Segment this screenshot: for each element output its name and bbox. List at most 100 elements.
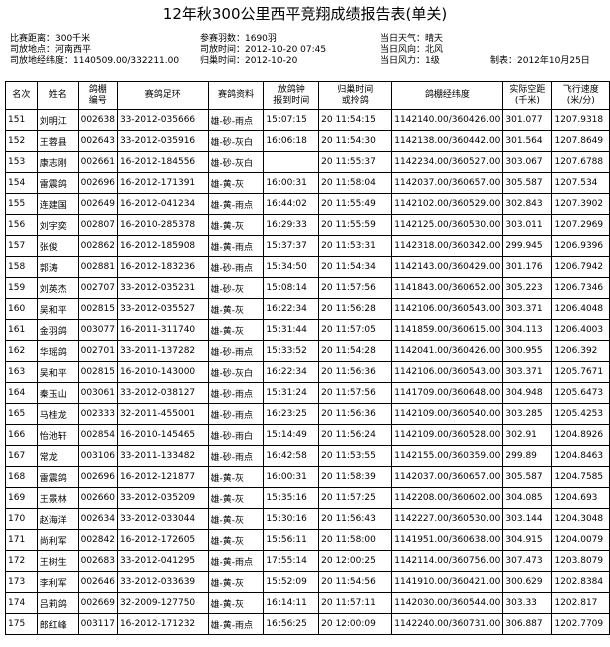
cell: 303.285 (502, 403, 553, 425)
cell: 1206.9396 (551, 235, 610, 257)
cell: 20 11:54:56 (318, 571, 393, 593)
cell: 16:42:58 (263, 445, 320, 467)
row: 172 王树生 002683 33-2012-041295 雄-黄-雨点 17:55:14… (5, 550, 610, 572)
cell: 16:22:34 (263, 361, 320, 383)
row: 161 金羽鸽 003077 16-2011-311740 雄-黄-灰 15:31:44 2… (5, 319, 610, 341)
cell: 301.077 (502, 109, 553, 131)
cell: 299.945 (502, 235, 553, 257)
cell: 吴和平 (36, 298, 79, 320)
header-line: 飞行速度 (562, 84, 599, 95)
cell: 1142140.00/360426.00 (391, 109, 504, 131)
cell: 155 (5, 193, 38, 215)
cell: 20 11:53:31 (318, 235, 393, 257)
cell: 雄-黄-雨点 (207, 193, 265, 215)
row: 156 刘宇奕 002807 16-2010-285378 雄-黄-灰 16:29:33 2… (5, 214, 610, 236)
cell: 雄-砂-雨点 (207, 109, 265, 131)
cell: 16:44:02 (263, 193, 320, 215)
cell: 雄-黄-灰 (207, 214, 265, 236)
cell: 165 (5, 403, 38, 425)
header-line: 放鸽钟 (277, 84, 305, 95)
header-line: 赛鸽足环 (144, 90, 181, 100)
cell: 303.067 (502, 151, 553, 173)
cell: 1206.4048 (551, 298, 610, 320)
cell: 雄-砂-灰白 (207, 130, 265, 152)
cell: 303.144 (502, 508, 553, 530)
cell: 1202.817 (551, 592, 610, 614)
info-item: 参赛羽数：1690羽 (200, 34, 277, 44)
cell: 32-2011-455001 (116, 403, 209, 425)
cell: 20 11:57:56 (318, 277, 393, 299)
cell: 15:37:37 (263, 235, 320, 257)
cell: 20 11:57:05 (318, 319, 393, 341)
cell: 20 11:57:56 (318, 382, 393, 404)
cell: 168 (5, 466, 38, 488)
cell: 李利军 (36, 571, 79, 593)
cell: 154 (5, 172, 38, 194)
cell: 16-2012-185908 (116, 235, 209, 257)
cell: 33-2012-035916 (116, 130, 209, 152)
cell: 20 11:57:25 (318, 487, 393, 509)
column-header: 飞行速度 (米/分) (551, 81, 610, 110)
cell: 299.89 (502, 445, 553, 467)
cell: 33-2012-035231 (116, 277, 209, 299)
cell: 002649 (77, 193, 118, 215)
cell: 16-2012-183236 (116, 256, 209, 278)
cell: 1142240.00/360731.00 (391, 613, 504, 635)
row: 162 华瑶鸽 002701 33-2011-137282 雄-砂-雨点 15:33:52… (5, 340, 610, 362)
cell: 连建国 (36, 193, 79, 215)
column-header: 名次 (5, 81, 38, 110)
row: 168 雷震鸽 002696 16-2012-121877 雄-黄-灰 16:00:31 2… (5, 466, 610, 488)
cell: 305.223 (502, 277, 553, 299)
cell: 304.948 (502, 382, 553, 404)
cell: 16-2012-121877 (116, 466, 209, 488)
row: 166 怡池轩 002854 16-2010-145465 雄-砂-雨白 15:14:49… (5, 424, 610, 446)
cell: 20 11:53:55 (318, 445, 393, 467)
title: 12年秋300公里西平竞翔成绩报告表(单关) (162, 5, 448, 23)
cell: 雄-砂-雨点 (207, 340, 265, 362)
cell: 王景林 (36, 487, 79, 509)
cell: 1142155.00/360359.00 (391, 445, 504, 467)
row: 153 康志刚 002661 16-2012-184556 雄-砂-灰白 20 11:55… (5, 151, 610, 173)
cell: 002707 (77, 277, 118, 299)
cell: 雷震鸽 (36, 172, 79, 194)
cell: 303.371 (502, 361, 553, 383)
cell: 306.887 (502, 613, 553, 635)
cell: 002660 (77, 487, 118, 509)
cell: 1142041.00/360426.00 (391, 340, 504, 362)
cell: 雄-砂-雨点 (207, 403, 265, 425)
cell: 1207.9318 (551, 109, 610, 131)
cell: 1207.6788 (551, 151, 610, 173)
cell: 吴和平 (36, 361, 79, 383)
cell: 1202.8384 (551, 571, 610, 593)
info-item: 当日天气：晴天 (380, 34, 444, 44)
cell: 303.33 (502, 592, 553, 614)
row: 173 李利军 002646 33-2012-033639 雄-黄-灰 15:52:09 2… (5, 571, 610, 593)
cell: 002842 (77, 529, 118, 551)
cell: 20 12:00:25 (318, 550, 393, 572)
cell: 1142208.00/360602.00 (391, 487, 504, 509)
cell: 16:56:25 (263, 613, 320, 635)
cell: 雄-黄-灰 (207, 172, 265, 194)
cell: 雄-砂-灰白 (207, 151, 265, 173)
cell: 1206.7346 (551, 277, 610, 299)
cell: 20 11:56:36 (318, 403, 393, 425)
row: 170 赵海洋 002634 33-2012-033044 雄-黄-灰 15:30:16 2… (5, 508, 610, 530)
cell: 33-2012-033639 (116, 571, 209, 593)
cell: 16:22:34 (263, 298, 320, 320)
cell: 167 (5, 445, 38, 467)
cell: 20 11:56:28 (318, 298, 393, 320)
cell: 刘宇奕 (36, 214, 79, 236)
cell: 172 (5, 550, 38, 572)
cell: 雄-黄-灰 (207, 508, 265, 530)
cell: 雄-砂-雨白 (207, 424, 265, 446)
cell: 33-2012-035666 (116, 109, 209, 131)
cell: 雄-砂-灰 (207, 277, 265, 299)
column-header: 鸽棚经纬度 (391, 81, 504, 110)
row: 160 吴和平 002815 33-2012-035527 雄-黄-灰 16:22:34 2… (5, 298, 610, 320)
cell: 16-2010-143000 (116, 361, 209, 383)
row: 151 刘明江 002638 33-2012-035666 雄-砂-雨点 15:07:15… (5, 109, 610, 131)
row: 159 刘英杰 002707 33-2012-035231 雄-砂-灰 15:08:14 2… (5, 277, 610, 299)
cell: 刘明江 (36, 109, 79, 131)
cell: 1204.7585 (551, 466, 610, 488)
cell: 1205.7671 (551, 361, 610, 383)
